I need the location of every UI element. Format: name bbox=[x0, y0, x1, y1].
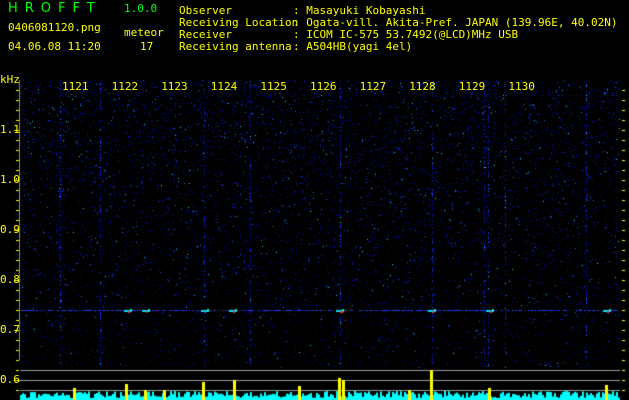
datetime: 04.06.08 11:20 bbox=[8, 40, 101, 53]
x-tick-label: 1123 bbox=[161, 80, 188, 93]
observer-value: : Masayuki Kobayashi bbox=[293, 4, 426, 17]
antenna-label: Receiving antenna bbox=[179, 40, 292, 53]
observer-label: Observer bbox=[179, 4, 232, 17]
location-value: : Ogata-vill. Akita-Pref. JAPAN (139.96E… bbox=[293, 16, 618, 29]
x-tick-label: 1129 bbox=[458, 80, 486, 93]
y-axis-unit: kHz bbox=[0, 73, 20, 86]
y-tick-label: 1.1 bbox=[0, 123, 20, 136]
y-tick-label: 0.8 bbox=[0, 273, 20, 286]
y-tick-label: 0.9 bbox=[0, 223, 20, 236]
x-tick-label: 1125 bbox=[260, 80, 287, 93]
x-tick-label: 1124 bbox=[210, 80, 238, 93]
meteor-count: 17 bbox=[140, 40, 154, 53]
x-tick-label: 1128 bbox=[409, 80, 436, 93]
meteor-label: meteor bbox=[124, 26, 164, 39]
y-tick-label: 1.0 bbox=[0, 173, 20, 186]
filename: 0406081120.png bbox=[8, 21, 101, 34]
x-tick-label: 1126 bbox=[310, 80, 337, 93]
antenna-value: : A504HB(yagi 4el) bbox=[293, 40, 413, 53]
x-tick-label: 1127 bbox=[359, 80, 387, 93]
receiver-value: : ICOM IC-575 53.7492(@LCD)MHz USB bbox=[293, 28, 519, 41]
x-tick-label: 1122 bbox=[111, 80, 139, 93]
y-tick-label: 0.6 bbox=[0, 373, 20, 386]
x-tick-label: 1130 bbox=[508, 80, 535, 93]
location-label: Receiving Location bbox=[179, 16, 299, 29]
receiver-label: Receiver bbox=[179, 28, 232, 41]
x-tick-label: 1121 bbox=[62, 80, 89, 93]
app-title: HROFFT bbox=[8, 1, 102, 16]
version: 1.0.0 bbox=[124, 2, 158, 15]
y-tick-label: 0.7 bbox=[0, 323, 20, 336]
